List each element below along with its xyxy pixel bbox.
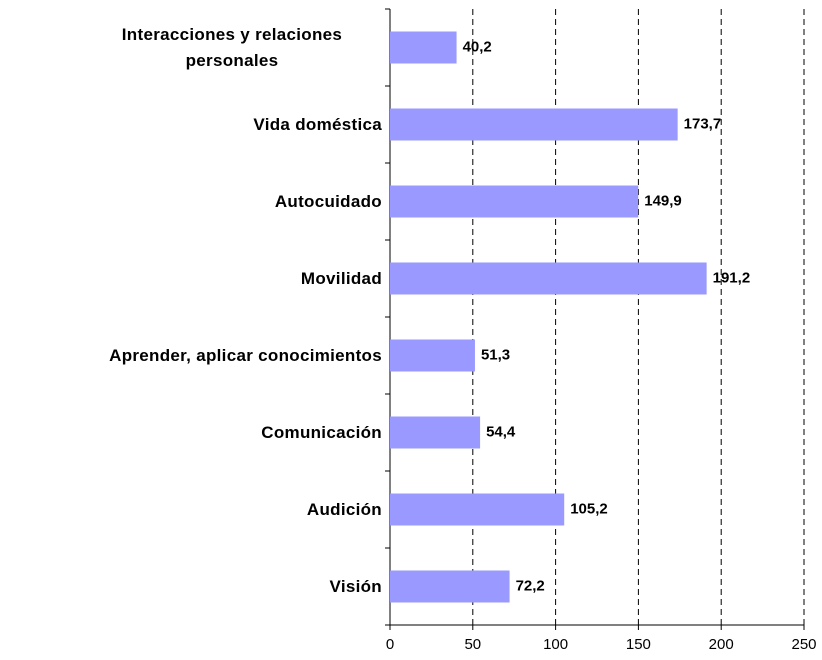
- y-tick-label: Movilidad: [300, 268, 382, 288]
- bar: [390, 262, 707, 295]
- y-tick-label: Autocuidado: [274, 191, 382, 211]
- x-tick-label: 150: [626, 636, 651, 653]
- x-tick-label: 200: [709, 636, 734, 653]
- category-label-box: Audición: [307, 480, 382, 540]
- x-tick-label: 0: [386, 636, 394, 653]
- y-tick-label: Visión: [329, 576, 382, 596]
- data-label: 40,2: [463, 38, 492, 55]
- y-tick-label: Audición: [306, 499, 382, 519]
- data-label: 149,9: [644, 192, 682, 209]
- y-tick-label: Interacciones y relaciones personales: [121, 24, 343, 70]
- category-label-box: Movilidad: [301, 249, 382, 309]
- category-label-box: Vida doméstica: [253, 95, 382, 155]
- x-tick-label: 50: [464, 636, 481, 653]
- data-label: 54,4: [486, 423, 516, 440]
- category-label-box: Comunicación: [261, 403, 382, 463]
- category-label-box: Aprender, aplicar conocimientos: [109, 326, 382, 386]
- category-label-box: Visión: [329, 557, 382, 617]
- bar: [390, 108, 678, 141]
- bar: [390, 185, 639, 218]
- data-label: 173,7: [684, 115, 722, 132]
- data-label: 105,2: [570, 500, 608, 517]
- y-tick-label: Aprender, aplicar conocimientos: [109, 345, 382, 365]
- data-label: 51,3: [481, 346, 510, 363]
- x-tick-label: 100: [543, 636, 568, 653]
- bar: [390, 570, 510, 603]
- bar: [390, 416, 481, 449]
- category-label-box: Autocuidado: [275, 172, 382, 232]
- bar: [390, 31, 457, 64]
- bar: [390, 493, 565, 526]
- y-tick-label: Comunicación: [261, 422, 382, 442]
- y-tick-label: Vida doméstica: [253, 114, 382, 134]
- bar: [390, 339, 475, 372]
- data-label: 191,2: [713, 269, 751, 286]
- category-label-box: Interacciones y relaciones personales: [82, 18, 382, 78]
- data-label: 72,2: [516, 577, 545, 594]
- x-tick-label: 250: [791, 636, 816, 653]
